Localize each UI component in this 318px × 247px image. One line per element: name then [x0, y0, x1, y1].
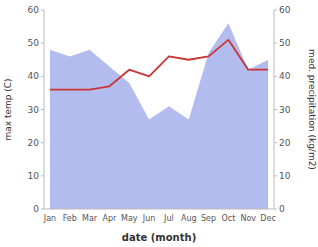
- y-tick: [41, 10, 44, 11]
- y-tick-label: 10: [28, 171, 40, 181]
- y2-tick-label: 50: [279, 38, 291, 48]
- y2-tick: [274, 43, 277, 44]
- y2-tick: [274, 10, 277, 11]
- y2-tick-label: 20: [279, 138, 291, 148]
- chart: 0 10 20 30 40 50 60 0 10 20 30 40 50 60 Jan Feb Mar AprMa…: [0, 0, 318, 247]
- y-tick-label: 50: [28, 38, 40, 48]
- x-tick-label: May: [121, 214, 138, 223]
- y2-tick: [274, 209, 277, 210]
- y-tick-label: 0: [33, 204, 39, 214]
- y2-axis-title: med. precipitation (kg/m2): [307, 49, 317, 170]
- x-tick-label: Jan: [43, 214, 56, 223]
- y-tick: [41, 209, 44, 210]
- y2-tick-label: 60: [279, 5, 291, 15]
- x-axis-title: date (month): [122, 232, 196, 243]
- x-tick-label: Jul: [163, 214, 174, 223]
- x-tick-label: Feb: [63, 214, 77, 223]
- y2-tick: [274, 76, 277, 77]
- x-tick-label: Oct: [221, 214, 235, 223]
- y2-tick-label: 0: [279, 204, 285, 214]
- x-tick-label: Sep: [201, 214, 216, 223]
- y-tick-label: 20: [28, 138, 40, 148]
- y2-tick: [274, 142, 277, 143]
- y-tick-label: 40: [28, 71, 40, 81]
- chart-container: 0 10 20 30 40 50 60 0 10 20 30 40 50 60 Jan Feb Mar AprMa…: [0, 0, 318, 247]
- x-tick-label: Apr: [103, 214, 118, 223]
- x-tick-label: Jun: [142, 214, 156, 223]
- y-tick: [41, 175, 44, 176]
- y-tick-label: 60: [28, 5, 40, 15]
- x-tick-label: Aug: [181, 214, 197, 223]
- y-tick: [41, 76, 44, 77]
- y-tick-label: 30: [28, 105, 40, 115]
- y2-tick: [274, 109, 277, 110]
- y-axis-title: max temp (C): [3, 78, 13, 140]
- y-tick: [41, 43, 44, 44]
- x-tick-label: Mar: [82, 214, 98, 223]
- y2-tick-label: 40: [279, 71, 291, 81]
- y2-tick: [274, 175, 277, 176]
- precipitation-area: [50, 23, 268, 209]
- x-axis-line: [44, 209, 274, 210]
- y-tick: [41, 142, 44, 143]
- temperature-line: [50, 40, 268, 90]
- plot-area: [50, 23, 268, 209]
- x-tick-label: Dec: [260, 214, 275, 223]
- x-tick-label: Nov: [240, 214, 256, 223]
- y2-tick-label: 30: [279, 105, 291, 115]
- y2-tick-label: 10: [279, 171, 291, 181]
- y-tick: [41, 109, 44, 110]
